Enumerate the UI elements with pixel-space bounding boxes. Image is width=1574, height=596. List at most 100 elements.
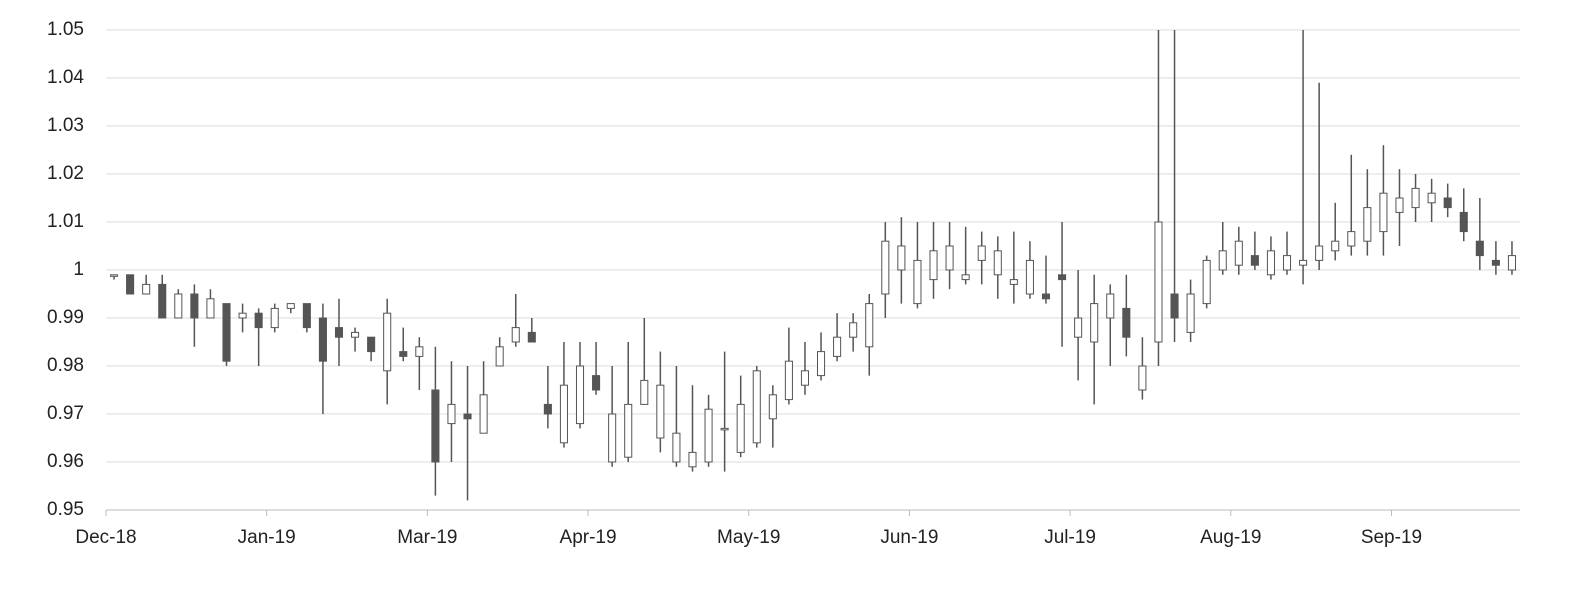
candle-body xyxy=(1186,293,1195,333)
candle-body xyxy=(640,379,649,405)
candle-body xyxy=(383,312,392,372)
candle-body xyxy=(126,274,135,295)
candle-body xyxy=(720,427,729,431)
y-tick-label: 1.05 xyxy=(47,19,84,40)
candle-body xyxy=(399,351,408,357)
candle-body xyxy=(865,303,874,348)
candle-body xyxy=(1138,365,1147,391)
candle-body xyxy=(415,346,424,357)
candle-body xyxy=(897,245,906,271)
candle-body xyxy=(800,370,810,386)
candle-body xyxy=(479,394,488,434)
candle-body xyxy=(1009,279,1018,285)
x-tick-label: Jul-19 xyxy=(1044,527,1096,548)
candle-body xyxy=(495,346,504,367)
candle-body xyxy=(1250,255,1259,266)
y-tick-label: 0.99 xyxy=(47,307,84,328)
candle-body xyxy=(302,303,311,329)
candle-body xyxy=(1122,307,1131,338)
x-tick-label: Mar-19 xyxy=(397,527,457,548)
candle-body xyxy=(1041,293,1051,300)
x-tick-label: May-19 xyxy=(717,527,780,548)
candle-body xyxy=(575,365,585,425)
candle-body xyxy=(1315,245,1324,261)
candle-body xyxy=(543,403,552,415)
candle-body xyxy=(109,274,119,277)
candle-body xyxy=(688,451,697,468)
candle-body xyxy=(1025,259,1034,295)
candle-body xyxy=(463,413,472,420)
candle-body xyxy=(1459,211,1468,233)
candle-body xyxy=(1106,293,1115,319)
candle-body xyxy=(945,245,954,271)
candle-body xyxy=(334,327,344,338)
candle-body xyxy=(993,250,1002,276)
candle-body xyxy=(447,403,456,425)
candle-body xyxy=(351,331,360,338)
candle-body xyxy=(1218,250,1227,271)
y-tick-label: 1.04 xyxy=(47,67,84,88)
candle-body xyxy=(1299,259,1308,266)
candle-body xyxy=(1411,187,1420,209)
candle-body xyxy=(1266,250,1275,276)
y-tick-label: 1.03 xyxy=(47,115,84,136)
candle-body xyxy=(142,283,151,295)
candle-body xyxy=(511,327,520,343)
y-tick-label: 0.95 xyxy=(47,499,84,520)
candle-body xyxy=(559,384,568,444)
candle-body xyxy=(527,331,536,343)
x-tick-label: Apr-19 xyxy=(560,527,617,548)
x-tick-label: Sep-19 xyxy=(1361,527,1422,548)
candle-body xyxy=(1282,255,1292,271)
candle-body xyxy=(1475,240,1484,257)
candle-body xyxy=(961,274,970,281)
candle-body xyxy=(206,298,215,319)
candle-body xyxy=(881,240,890,295)
y-tick-label: 0.96 xyxy=(47,451,84,472)
candle-body xyxy=(768,394,777,420)
candle-body xyxy=(1090,303,1099,343)
y-tick-label: 1.02 xyxy=(47,163,84,184)
candle-body xyxy=(1379,192,1388,233)
candle-body xyxy=(592,375,601,391)
candle-body xyxy=(190,293,199,319)
candle-body xyxy=(158,283,167,319)
y-tick-label: 1 xyxy=(73,259,84,280)
candle-body xyxy=(608,413,617,463)
candle-body xyxy=(1074,317,1083,338)
candle-body xyxy=(1363,207,1372,242)
candle-body xyxy=(929,250,938,281)
candle-body xyxy=(656,384,665,439)
candle-body xyxy=(367,336,376,353)
candle-body xyxy=(1154,221,1163,343)
candle-body xyxy=(1170,293,1179,319)
candle-body xyxy=(431,389,440,463)
x-tick-label: Jun-19 xyxy=(880,527,938,548)
candle-body xyxy=(1331,240,1340,252)
candle-body xyxy=(270,307,279,329)
candle-body xyxy=(816,351,826,377)
candle-body xyxy=(833,336,842,357)
candle-body xyxy=(672,432,681,463)
candle-body xyxy=(849,322,858,338)
candle-body xyxy=(736,403,745,453)
y-tick-label: 0.97 xyxy=(47,403,84,424)
candle-body xyxy=(1507,255,1517,271)
y-tick-label: 0.98 xyxy=(47,355,84,376)
candle-body xyxy=(624,403,633,458)
candle-body xyxy=(1427,192,1436,204)
candle-body xyxy=(318,317,327,362)
candle-body xyxy=(977,245,986,261)
candle-body xyxy=(254,312,263,329)
y-tick-label: 1.01 xyxy=(47,211,84,232)
candle-body xyxy=(752,370,761,444)
candle-body xyxy=(1347,231,1356,247)
candle-body xyxy=(704,408,713,463)
candle-body xyxy=(1491,259,1500,266)
candle-body xyxy=(238,312,247,319)
x-tick-label: Dec-18 xyxy=(75,527,136,548)
candle-body xyxy=(1443,197,1452,209)
candle-body xyxy=(913,259,922,305)
candle-body xyxy=(286,303,295,309)
